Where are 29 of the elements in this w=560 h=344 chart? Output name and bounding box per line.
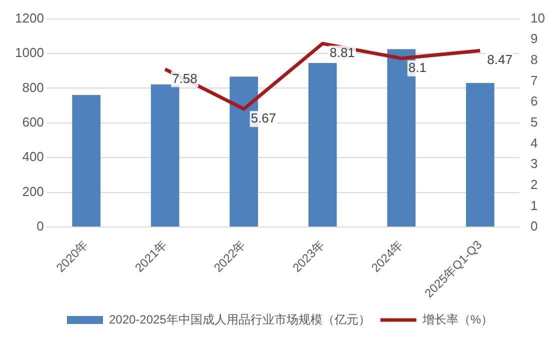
bar <box>308 63 337 226</box>
legend-label: 增长率（%） <box>421 312 494 326</box>
bar <box>72 94 100 226</box>
y2-tick-label: 7 <box>530 72 538 88</box>
y2-tick-label: 9 <box>530 31 538 46</box>
y-tick-label: 1000 <box>15 45 44 60</box>
y-tick-label: 400 <box>22 149 44 164</box>
data-label: 8.81 <box>330 45 355 60</box>
data-label: 8.1 <box>408 60 426 75</box>
data-label: 8.47 <box>487 52 512 68</box>
bar <box>150 84 180 226</box>
y2-tick-label: 5 <box>530 114 538 130</box>
y-tick-label: 200 <box>22 184 44 199</box>
data-label: 7.58 <box>172 70 198 86</box>
y2-tick-label: 10 <box>530 10 546 26</box>
y-tick-label: 1200 <box>15 10 44 26</box>
y2-tick-label: 8 <box>530 52 538 68</box>
y-tick-label: 800 <box>22 80 44 95</box>
data-label: 5.67 <box>250 110 276 126</box>
y2-tick-label: 0 <box>530 218 538 234</box>
y-tick-label: 0 <box>36 218 44 234</box>
y2-tick-label: 6 <box>530 94 538 109</box>
y2-tick-label: 1 <box>530 198 538 213</box>
legend-label: 2020-2025年中国成人用品行业市场规模（亿元） <box>108 312 370 326</box>
y2-tick-label: 3 <box>530 156 538 172</box>
y2-tick-label: 2 <box>530 176 538 192</box>
y2-tick-label: 4 <box>530 135 538 150</box>
bar <box>466 82 494 226</box>
y-tick-label: 600 <box>22 114 44 130</box>
